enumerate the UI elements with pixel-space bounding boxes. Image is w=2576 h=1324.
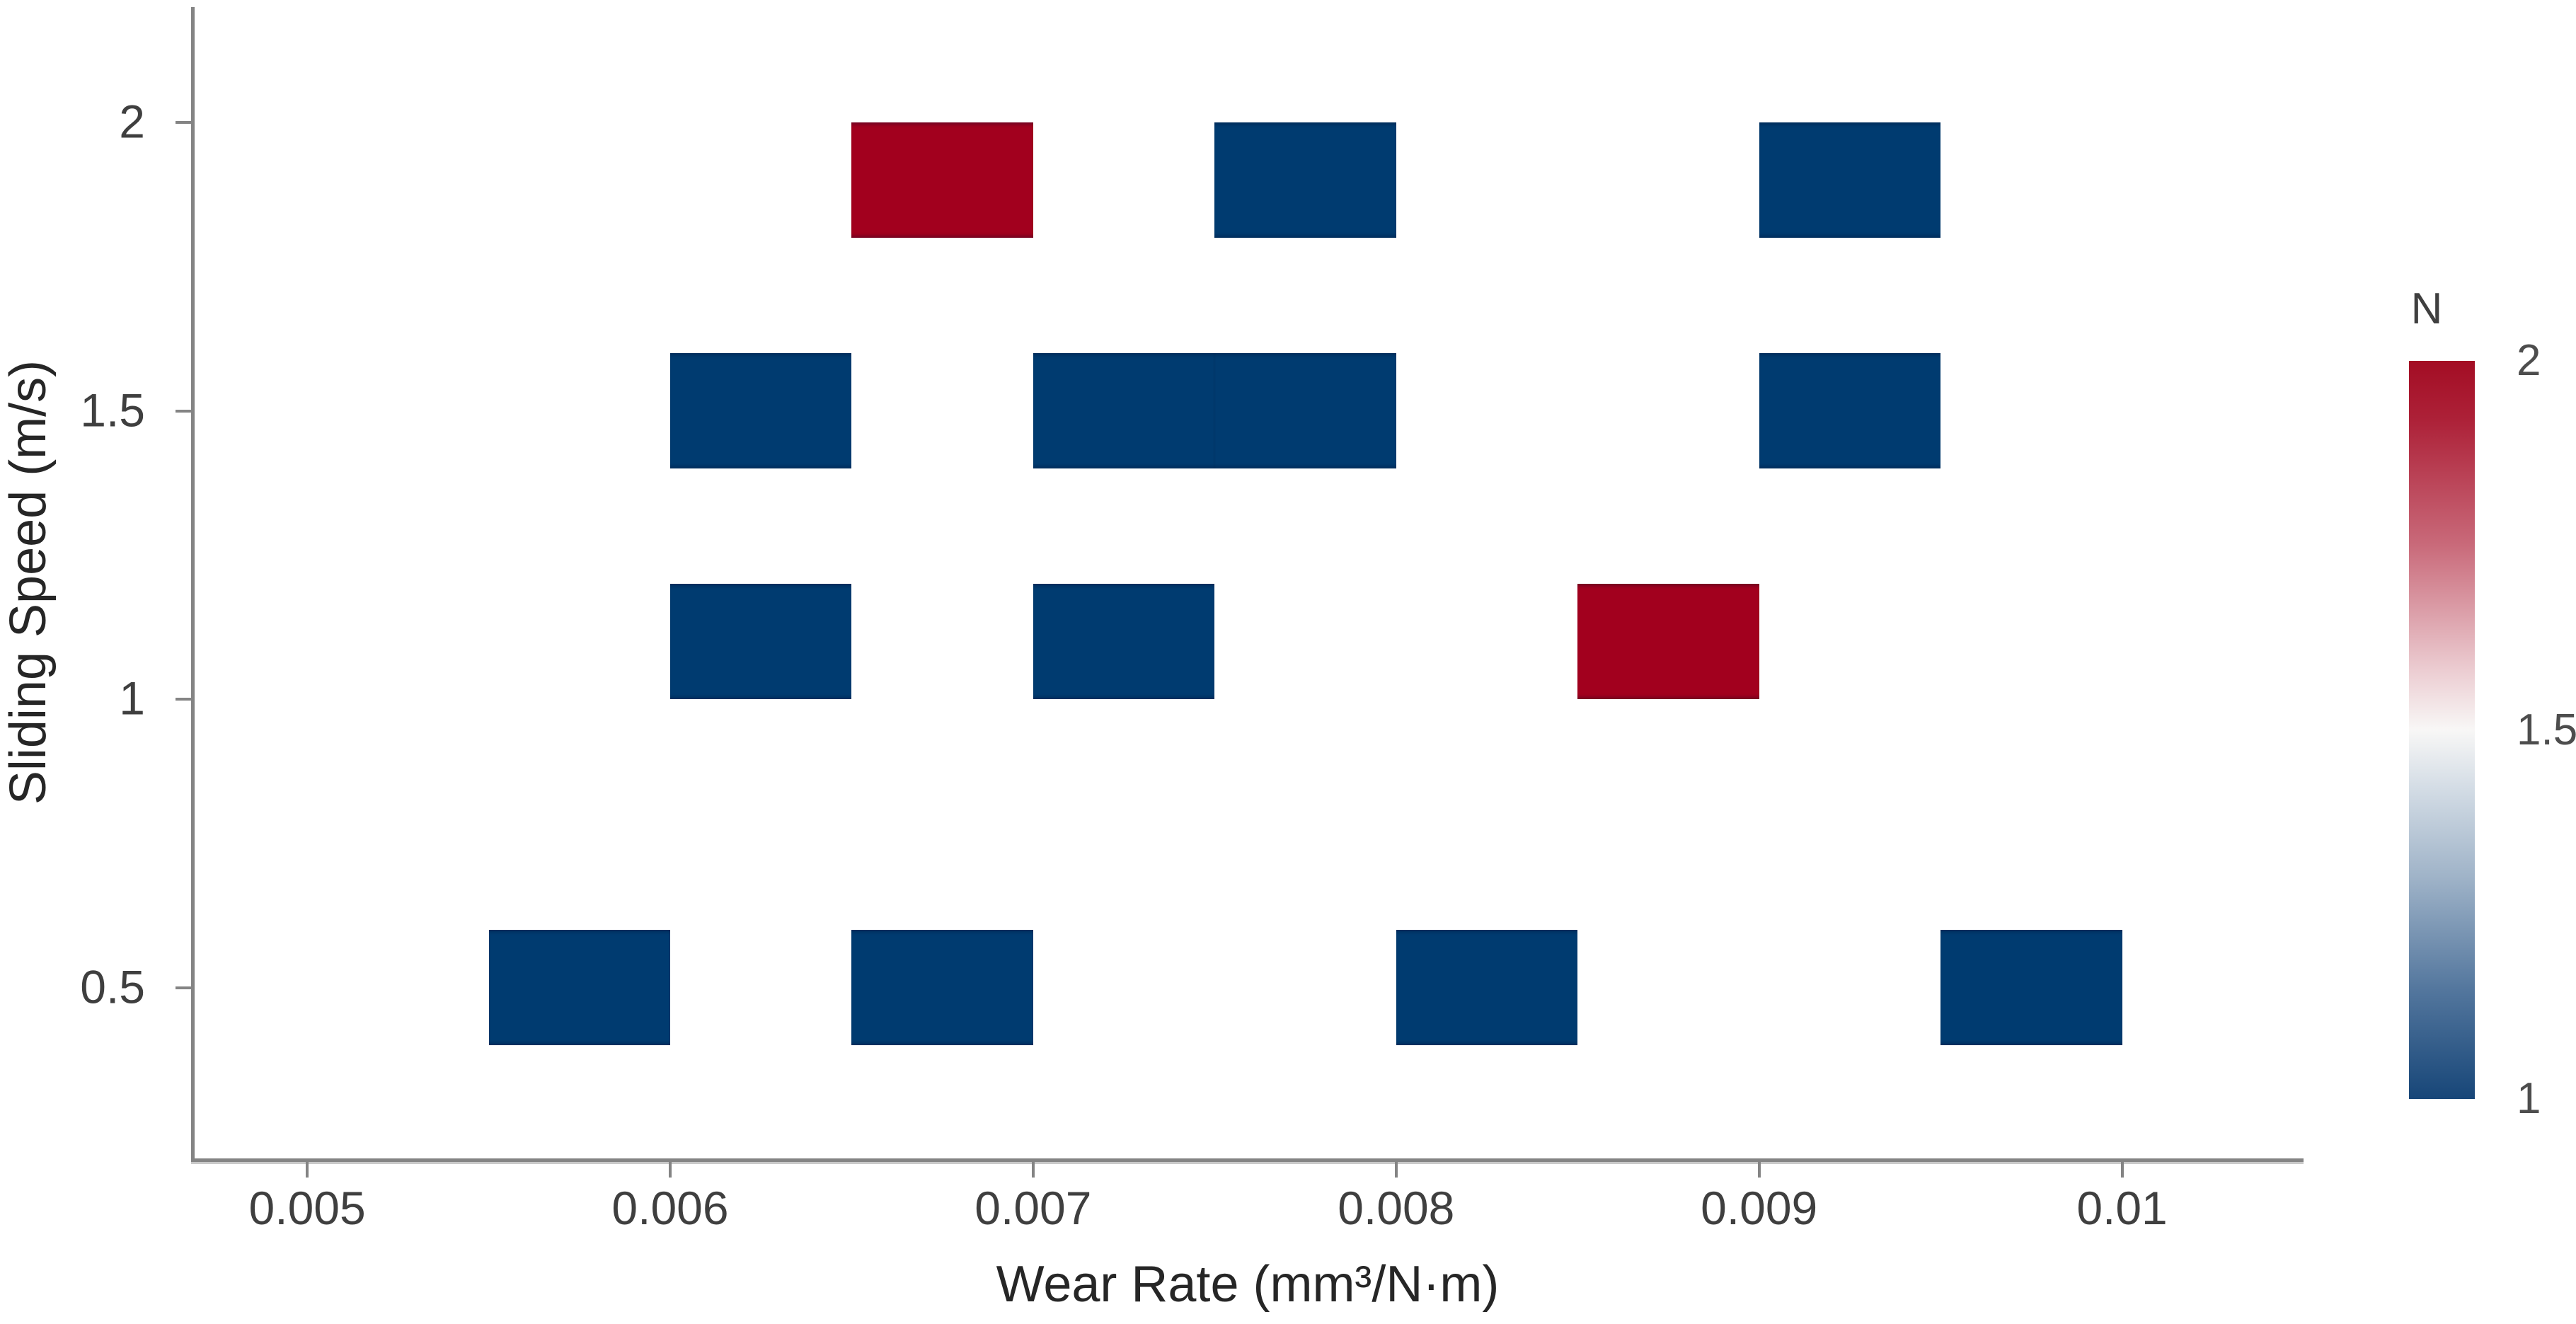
colorbar-tick-label: 1.5	[2517, 705, 2576, 754]
colorbar-gradient	[2409, 361, 2475, 1099]
x-tick-label: 0.007	[974, 1182, 1092, 1234]
heatmap-cell	[1577, 584, 1759, 699]
x-tick-label: 0.005	[248, 1182, 366, 1234]
heatmap-cell	[1759, 353, 1941, 468]
y-axis-title: Sliding Speed (m/s)	[0, 359, 57, 805]
heatmap-cell	[1033, 353, 1215, 468]
y-tick-label: 1.5	[80, 384, 145, 437]
y-tick-mark	[176, 409, 191, 413]
y-tick-label: 1	[119, 672, 145, 725]
heatmap-cell	[1214, 353, 1396, 468]
x-axis-title: Wear Rate (mm³/N·m)	[996, 1256, 1500, 1313]
heatmap-cell	[670, 353, 852, 468]
x-tick-mark	[1031, 1162, 1035, 1178]
y-tick-mark	[176, 121, 191, 124]
colorbar	[2409, 361, 2475, 1099]
y-tick-mark	[176, 698, 191, 701]
heatmap-cell	[1214, 122, 1396, 238]
x-tick-mark	[2120, 1162, 2124, 1178]
x-tick-mark	[1757, 1162, 1761, 1178]
colorbar-tick-label: 1	[2517, 1074, 2541, 1123]
y-tick-label: 0.5	[80, 960, 145, 1013]
x-tick-label: 0.009	[1701, 1182, 1818, 1234]
heatmap-cell	[851, 122, 1033, 238]
y-tick-mark	[176, 986, 191, 989]
x-axis-line	[191, 1158, 2304, 1162]
heatmap-cell	[1940, 930, 2122, 1045]
heatmap-cell	[1396, 930, 1578, 1045]
heatmap-cell	[851, 930, 1033, 1045]
heatmap-cell	[488, 930, 670, 1045]
heatmap-cell	[670, 584, 852, 699]
heatmap-cell	[1033, 584, 1215, 699]
y-axis-line	[191, 7, 195, 1162]
colorbar-tick-label: 2	[2517, 336, 2541, 385]
y-tick-label: 2	[119, 95, 145, 148]
colorbar-title: N	[2410, 284, 2443, 333]
heatmap-cell	[1759, 122, 1941, 238]
x-tick-label: 0.006	[611, 1182, 729, 1234]
x-tick-mark	[669, 1162, 672, 1178]
x-tick-mark	[306, 1162, 309, 1178]
x-tick-label: 0.008	[1338, 1182, 1455, 1234]
x-tick-label: 0.01	[2076, 1182, 2168, 1234]
x-tick-mark	[1394, 1162, 1398, 1178]
x-axis-line-shadow	[191, 1162, 2304, 1164]
